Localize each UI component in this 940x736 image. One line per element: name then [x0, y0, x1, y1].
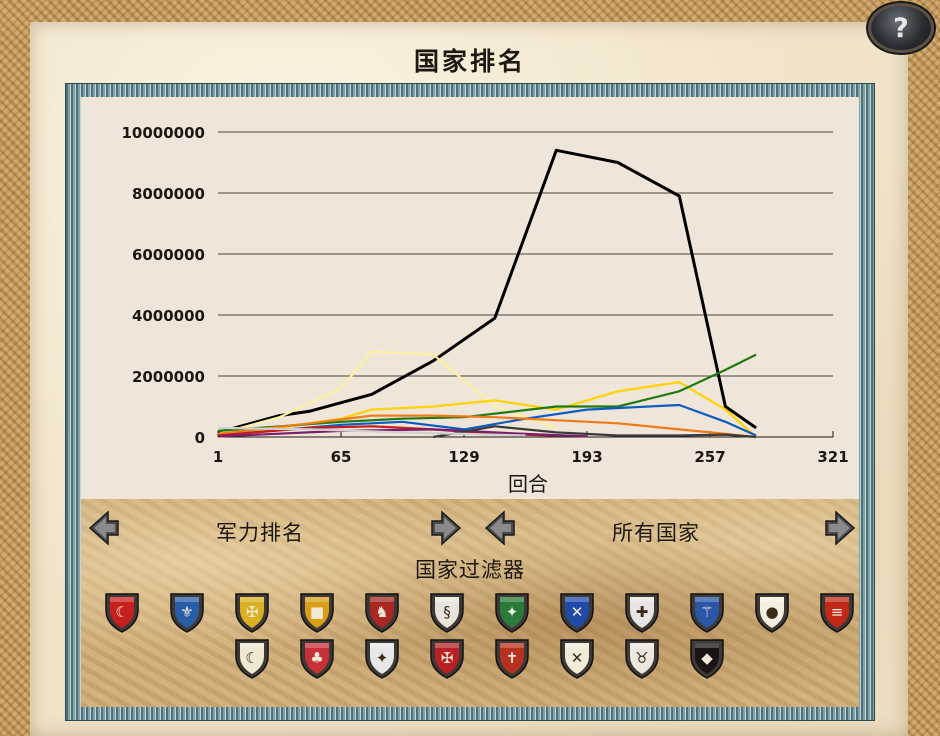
x-axis-label: 回合: [508, 472, 548, 496]
faction-shield-portugal[interactable]: ●: [752, 590, 792, 634]
faction-shield-france[interactable]: ⚜: [167, 590, 207, 634]
svg-text:✕: ✕: [571, 649, 584, 667]
x-tick-label: 321: [817, 448, 848, 466]
y-tick-label: 8000000: [132, 185, 205, 203]
nation-filter-label: 国家过滤器: [415, 558, 525, 582]
faction-shield-hre[interactable]: ✠: [232, 590, 272, 634]
svg-text:♣: ♣: [310, 649, 323, 667]
svg-text:✕: ✕: [571, 603, 584, 621]
faction-shield-byzantium[interactable]: ⚚: [687, 590, 727, 634]
y-tick-label: 6000000: [132, 246, 205, 264]
svg-text:☾: ☾: [115, 603, 128, 621]
faction-shield-spain[interactable]: ■: [297, 590, 337, 634]
series-line-7: [217, 428, 588, 438]
series-line-8: [433, 425, 757, 439]
faction-shield-mongols[interactable]: ♉: [622, 636, 662, 680]
svg-text:☾: ☾: [245, 649, 258, 667]
svg-text:✦: ✦: [506, 603, 519, 621]
y-tick-label: 2000000: [132, 368, 205, 386]
series-line-0: [217, 148, 757, 434]
svg-text:♉: ♉: [635, 649, 648, 667]
svg-text:◆: ◆: [701, 649, 713, 667]
faction-shield-moors[interactable]: ✕: [557, 636, 597, 680]
faction-shield-papal[interactable]: ✚: [622, 590, 662, 634]
faction-shield-sicily[interactable]: ✦: [492, 590, 532, 634]
faction-shield-novgorod[interactable]: ✦: [362, 636, 402, 680]
ranking-chart: 0 2000000 4000000 6000000 8000000 10000000 1 6…: [122, 124, 849, 496]
controls-area: [81, 499, 859, 707]
svg-text:✝: ✝: [506, 649, 519, 667]
svg-text:⚜: ⚜: [180, 603, 193, 621]
svg-text:●: ●: [765, 603, 778, 621]
series-line-9: [217, 426, 526, 437]
svg-text:✠: ✠: [246, 603, 259, 621]
svg-text:§: §: [443, 603, 451, 621]
series-line-1: [217, 350, 557, 435]
x-tick-label: 193: [571, 448, 602, 466]
faction-shield-milan[interactable]: §: [427, 590, 467, 634]
nation-group-next-arrow[interactable]: [814, 510, 856, 546]
svg-text:■: ■: [310, 603, 324, 621]
faction-shield-england[interactable]: ≡: [817, 590, 857, 634]
y-tick-label: 4000000: [132, 307, 205, 325]
svg-text:✦: ✦: [376, 649, 389, 667]
svg-text:✠: ✠: [441, 649, 454, 667]
svg-text:≡: ≡: [831, 603, 844, 621]
faction-shield-turks[interactable]: ☾: [102, 590, 142, 634]
faction-shield-denmark[interactable]: ♣: [297, 636, 337, 680]
svg-text:♞: ♞: [375, 603, 388, 621]
series-line-2: [217, 381, 757, 439]
series-line-5: [217, 414, 757, 439]
ranking-next-arrow[interactable]: [420, 510, 462, 546]
faction-shield-poland[interactable]: ✠: [427, 636, 467, 680]
x-tick-label: 129: [448, 448, 479, 466]
x-tick-label: 1: [213, 448, 223, 466]
ranking-prev-arrow[interactable]: [88, 510, 130, 546]
help-button[interactable]: ?: [871, 6, 931, 50]
faction-shield-egypt[interactable]: ☾: [232, 636, 272, 680]
faction-shield-hungary[interactable]: ✝: [492, 636, 532, 680]
x-tick-label: 65: [331, 448, 352, 466]
y-tick-label: 10000000: [122, 124, 206, 142]
faction-shield-rebels[interactable]: ◆: [687, 636, 727, 680]
svg-text:⚚: ⚚: [700, 603, 713, 621]
faction-shield-scotland[interactable]: ✕: [557, 590, 597, 634]
nation-group-prev-arrow[interactable]: [484, 510, 526, 546]
x-tick-label: 257: [694, 448, 725, 466]
ranking-type-label: 军力排名: [216, 521, 304, 545]
y-tick-label: 0: [195, 429, 205, 447]
nation-group-label: 所有国家: [612, 521, 700, 545]
faction-shield-venice[interactable]: ♞: [362, 590, 402, 634]
series-line-3: [217, 353, 757, 432]
svg-text:✚: ✚: [636, 603, 649, 621]
page-title: 国家排名: [413, 47, 526, 76]
